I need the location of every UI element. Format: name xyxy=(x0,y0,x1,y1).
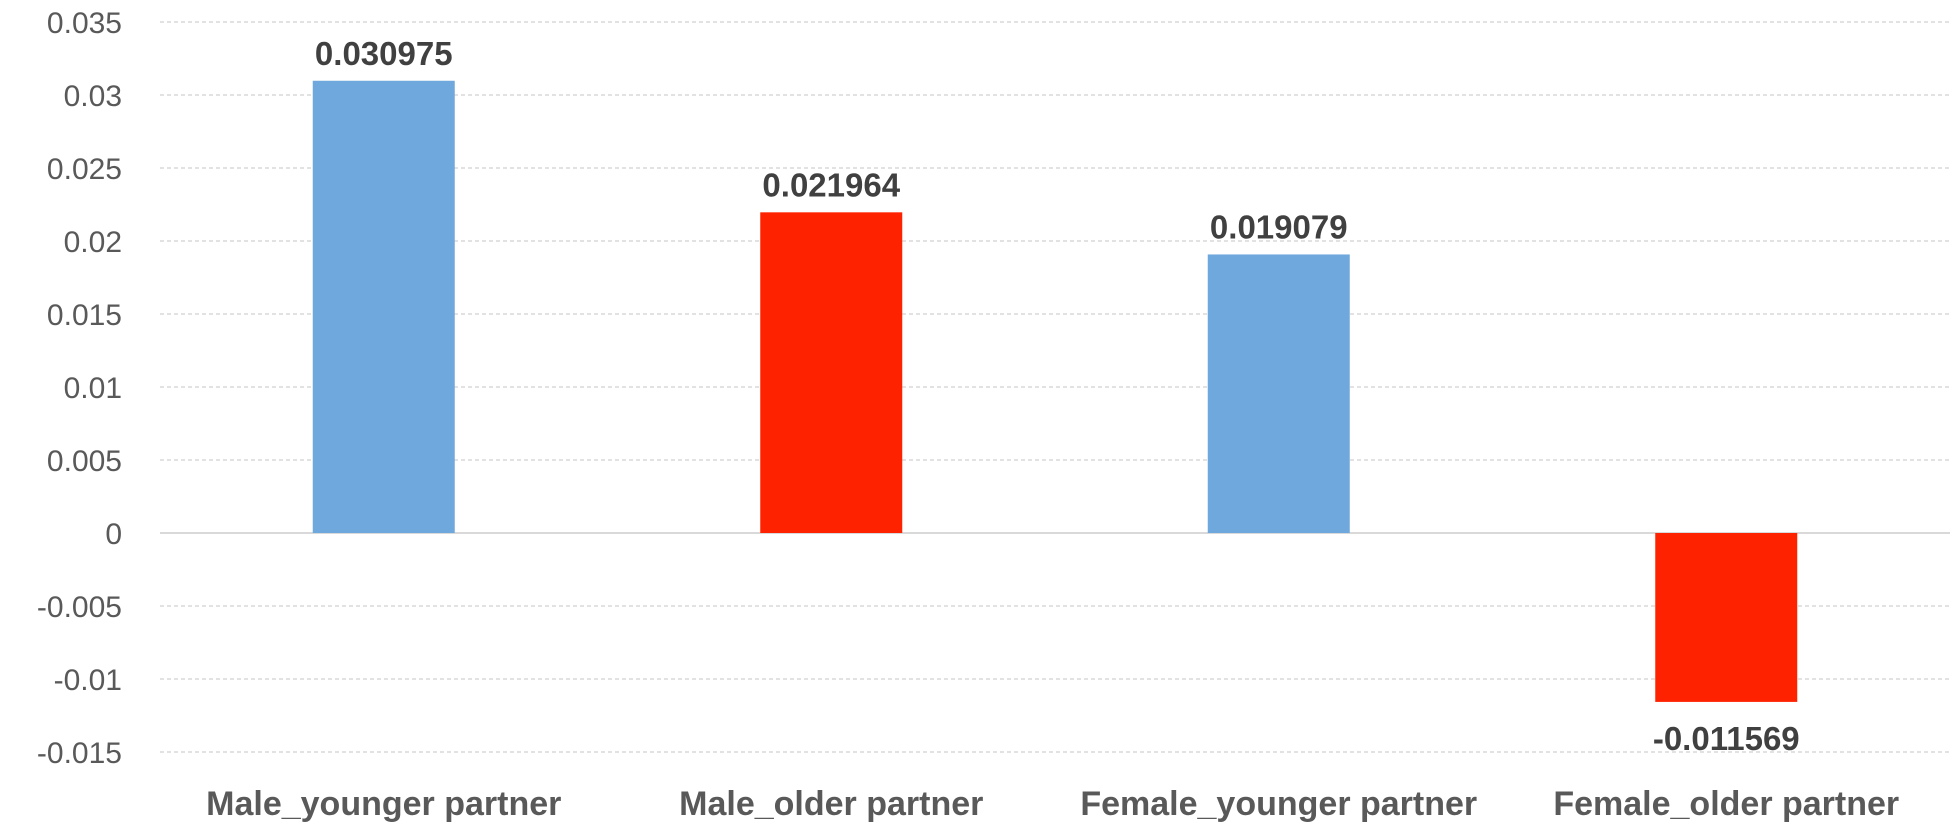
data-label: 0.019079 xyxy=(1210,208,1348,245)
y-tick-label: 0.035 xyxy=(47,7,122,40)
y-tick-label: 0 xyxy=(105,518,122,551)
x-axis-category-labels: Male_younger partner Male_older partner Fe… xyxy=(206,785,1899,823)
y-tick-label: 0.025 xyxy=(47,153,122,186)
y-tick-label: 0.005 xyxy=(47,445,122,478)
y-tick-label: 0.015 xyxy=(47,299,122,332)
bars xyxy=(312,80,1798,702)
data-label: -0.011569 xyxy=(1653,720,1800,757)
bar-male-older-partner xyxy=(760,212,903,533)
y-tick-label: -0.005 xyxy=(37,591,122,624)
y-tick-label: 0.01 xyxy=(64,372,122,405)
data-label: 0.021964 xyxy=(762,166,900,203)
x-category-label: Female_older partner xyxy=(1553,785,1899,823)
data-label: 0.030975 xyxy=(315,35,453,72)
y-tick-label: -0.015 xyxy=(37,737,122,770)
bar-female-older-partner xyxy=(1655,533,1798,702)
y-tick-label: 0.02 xyxy=(64,226,122,259)
x-category-label: Male_older partner xyxy=(679,785,983,823)
y-tick-label: 0.03 xyxy=(64,80,122,113)
y-tick-label: -0.01 xyxy=(54,664,122,697)
gridlines xyxy=(160,21,1950,753)
x-category-label: Male_younger partner xyxy=(206,785,561,823)
bar-male-younger-partner xyxy=(312,80,455,533)
y-axis-tick-labels: 0.035 0.03 0.025 0.02 0.015 0.01 0.005 0 -0.005 -… xyxy=(37,7,122,770)
data-labels: 0.030975 0.021964 0.019079 -0.011569 xyxy=(315,35,1800,757)
x-category-label: Female_younger partner xyxy=(1080,785,1477,823)
bar-female-younger-partner xyxy=(1207,254,1350,533)
